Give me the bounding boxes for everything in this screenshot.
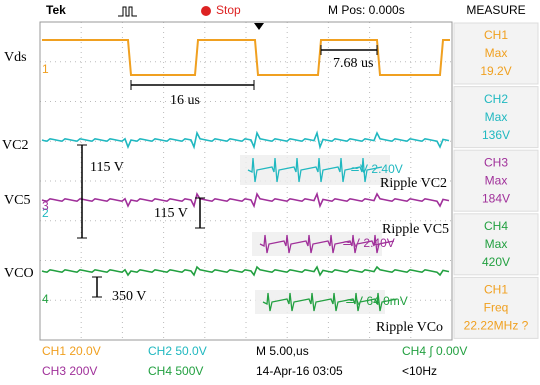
annotation: 350 V xyxy=(112,289,146,304)
measure-channel: CH2 xyxy=(484,92,508,106)
annotation: 115 V xyxy=(90,160,124,175)
horizontal-position: M Pos: 0.000s xyxy=(328,3,405,17)
annotation: 115 V xyxy=(154,206,188,221)
status-item: 14-Apr-16 03:05 xyxy=(256,364,343,378)
measure-type: Max xyxy=(485,237,508,251)
status-item: CH4 500V xyxy=(148,364,203,378)
stop-indicator xyxy=(201,6,211,16)
annotation: 7.68 us xyxy=(333,56,373,71)
measure-channel: CH1 xyxy=(484,28,508,42)
channel-marker: 4 xyxy=(42,292,49,306)
measure-type: Max xyxy=(485,173,508,187)
measure-channel: CH1 xyxy=(484,283,508,297)
inset-readout: ≃V 2.40V xyxy=(350,162,403,176)
status-item: CH1 20.0V xyxy=(42,344,101,358)
annotation: Ripple VC5 xyxy=(382,222,449,237)
measure-value: 184V xyxy=(482,191,510,205)
annotation: Ripple VCo xyxy=(376,320,443,335)
inset-readout: ≃V 64.0mV xyxy=(345,294,408,308)
measure-type: Max xyxy=(485,110,508,124)
measure-channel: CH4 xyxy=(484,219,508,233)
annotation: 16 us xyxy=(170,93,200,108)
status-item: M 5.00,us xyxy=(256,344,309,358)
channel-marker: 3 xyxy=(42,199,49,213)
measure-panel: CH1 Max 19.2V CH2 Max 136V CH3 Max 184V CH4 Max 420… xyxy=(454,23,538,338)
channel-marker: 1 xyxy=(42,62,49,76)
status-item: CH2 50.0V xyxy=(148,344,207,358)
brand: Tek xyxy=(46,3,66,17)
inset-readout: ≃V 2.40V xyxy=(342,236,395,250)
measure-value: 22.22MHz ? xyxy=(464,319,529,333)
status-item: CH3 200V xyxy=(42,364,97,378)
trace-label: VCO xyxy=(4,266,34,281)
measure-value: 19.2V xyxy=(480,64,511,78)
measure-type: Max xyxy=(485,46,508,60)
status-item: <10Hz xyxy=(402,364,437,378)
measure-channel: CH3 xyxy=(484,155,508,169)
measure-value: 420V xyxy=(482,255,510,269)
status-item: CH4 ∫ 0.00V xyxy=(402,344,467,358)
trace-label: VC5 xyxy=(4,193,30,208)
annotation: Ripple VC2 xyxy=(380,176,447,191)
measure-type: Freq xyxy=(484,301,509,315)
run-status: Stop xyxy=(216,3,241,17)
trace-label: Vds xyxy=(4,50,27,65)
scope-screenshot: Tek Stop M Pos: 0.000s MEASURE CH1 Max 19.… xyxy=(0,0,540,385)
menu-title: MEASURE xyxy=(466,3,525,17)
trace-label: VC2 xyxy=(2,138,28,153)
measure-value: 136V xyxy=(482,128,510,142)
